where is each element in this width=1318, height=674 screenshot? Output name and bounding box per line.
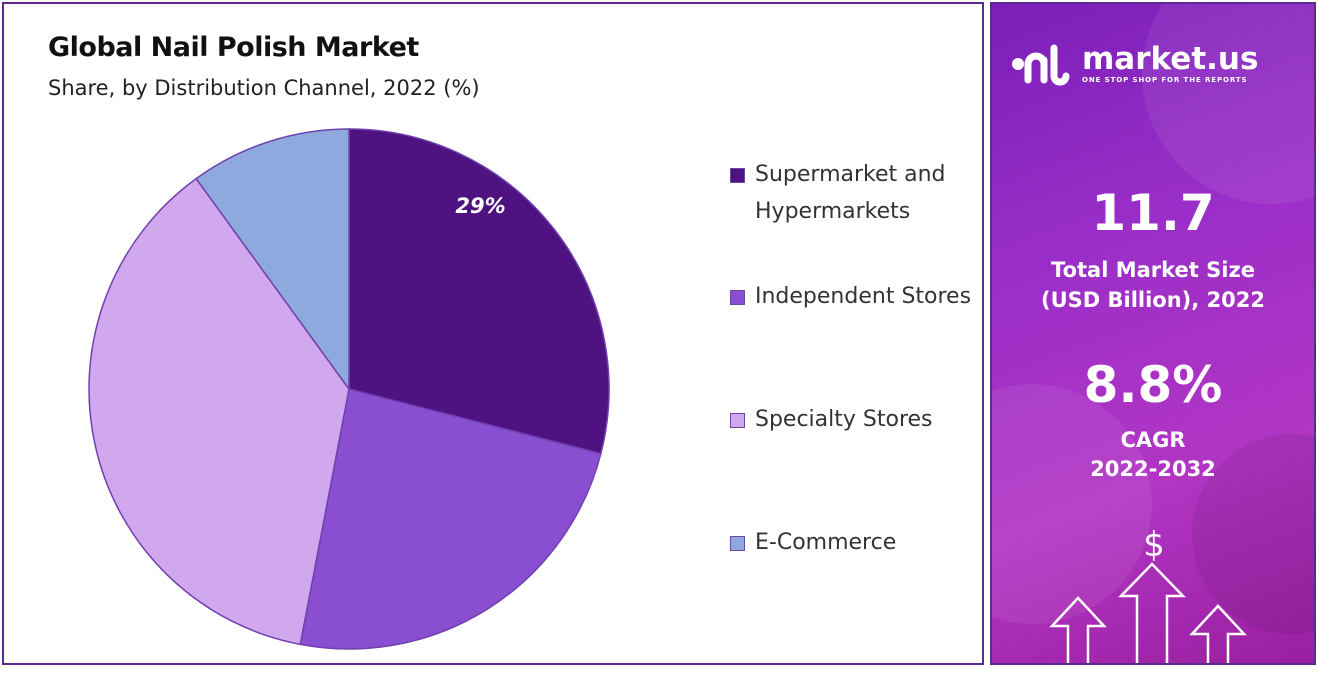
legend-swatch-ecommerce <box>730 536 745 551</box>
background-shape <box>1142 4 1314 204</box>
legend-label-specialty: Specialty Stores <box>755 407 933 432</box>
market-size-value: 11.7 <box>1091 184 1215 242</box>
pie-slice-ecommerce <box>195 128 350 392</box>
chart-panel: Global Nail Polish Market Share, by Dist… <box>2 2 984 665</box>
legend-item-independent: Independent Stores <box>730 278 980 315</box>
legend-item-ecommerce: E-Commerce <box>730 524 980 561</box>
cagr-value: 8.8% <box>1083 356 1223 414</box>
pie-slice-specialty <box>88 177 350 646</box>
legend-label-independent: Independent Stores <box>755 284 972 309</box>
pie-chart: 29% <box>88 128 610 650</box>
legend-label-supermarket: Supermarket and Hypermarkets <box>755 162 946 224</box>
legend-swatch-specialty <box>730 413 745 428</box>
brand-name: market.us <box>1082 41 1259 77</box>
pie-slice-supermarket <box>348 128 610 455</box>
summary-sidebar: market.us ONE STOP SHOP FOR THE REPORTS … <box>990 2 1316 665</box>
chart-subtitle: Share, by Distribution Channel, 2022 (%) <box>48 76 480 100</box>
pie-slice-independent <box>299 388 602 650</box>
legend-swatch-independent <box>730 290 745 305</box>
data-label-supermarket: 29% <box>455 194 505 218</box>
brand-logo: market.us ONE STOP SHOP FOR THE REPORTS <box>1010 40 1258 88</box>
cagr-label: CAGR <box>1120 428 1186 452</box>
growth-arrows-icon: $ <box>1049 525 1247 663</box>
legend-item-specialty: Specialty Stores <box>730 401 980 438</box>
legend-swatch-supermarket <box>730 168 745 183</box>
legend-item-supermarket: Supermarket and Hypermarkets <box>730 156 980 230</box>
brand-tagline: ONE STOP SHOP FOR THE REPORTS <box>1082 76 1248 84</box>
cagr-period: 2022-2032 <box>1090 457 1216 481</box>
market-us-logo-icon <box>1012 44 1070 86</box>
dollar-sign-icon: $ <box>1143 525 1165 565</box>
legend-label-ecommerce: E-Commerce <box>755 530 897 555</box>
market-size-label-line1: Total Market Size <box>1051 258 1255 282</box>
market-size-label-line2: (USD Billion), 2022 <box>1040 288 1266 312</box>
chart-title: Global Nail Polish Market <box>48 32 419 63</box>
